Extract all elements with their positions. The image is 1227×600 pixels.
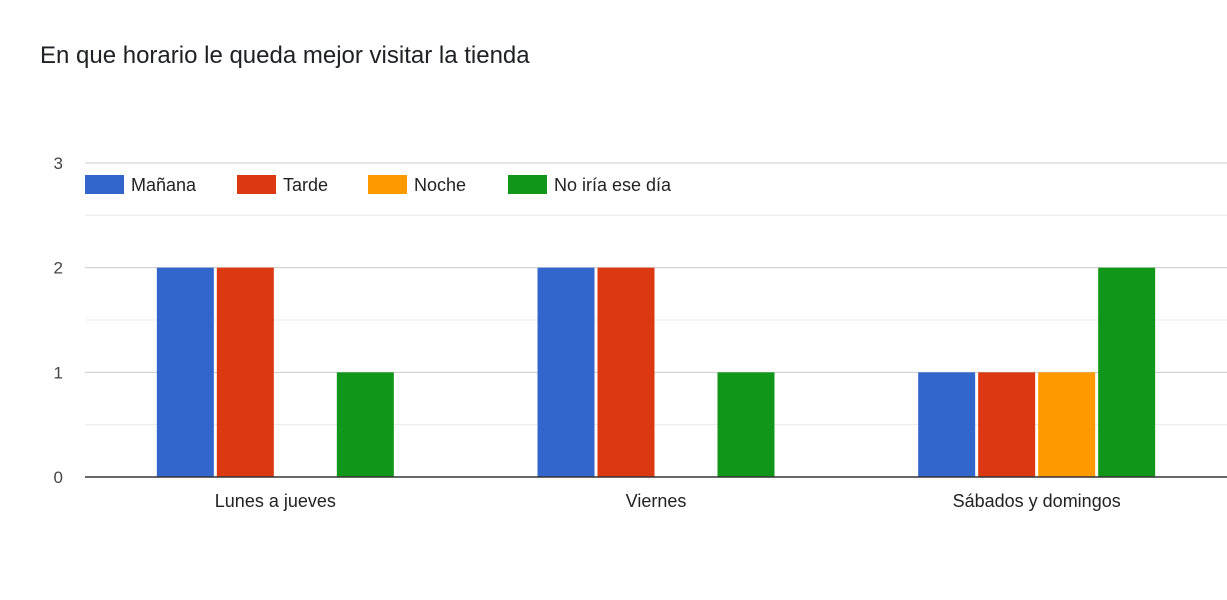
bar[interactable] [717, 372, 775, 477]
legend-label: Mañana [131, 175, 197, 195]
y-tick-label: 0 [54, 468, 63, 487]
legend-item[interactable]: No iría ese día [508, 175, 672, 195]
bar[interactable] [216, 267, 274, 477]
chart-title: En que horario le queda mejor visitar la… [40, 42, 530, 69]
legend-swatch [85, 175, 124, 194]
legend-swatch [508, 175, 547, 194]
legend-item[interactable]: Tarde [237, 175, 328, 195]
x-category-label: Viernes [626, 491, 687, 511]
bar[interactable] [918, 372, 976, 477]
legend-label: Noche [414, 175, 466, 195]
y-axis-ticks: 0 1 2 3 [54, 154, 63, 487]
bar[interactable] [1038, 372, 1096, 477]
y-tick-label: 3 [54, 154, 63, 173]
legend-label: Tarde [283, 175, 328, 195]
bar[interactable] [537, 267, 595, 477]
legend-swatch [368, 175, 407, 194]
bar[interactable] [597, 267, 655, 477]
legend-label: No iría ese día [554, 175, 672, 195]
x-category-label: Sábados y domingos [953, 491, 1121, 511]
legend[interactable]: Mañana Tarde Noche No iría ese día [85, 175, 672, 195]
x-axis-labels: Lunes a jueves Viernes Sábados y domingos [215, 491, 1121, 511]
legend-item[interactable]: Noche [368, 175, 466, 195]
bar[interactable] [978, 372, 1036, 477]
bar[interactable] [156, 267, 214, 477]
bar[interactable] [1098, 267, 1156, 477]
bar[interactable] [336, 372, 394, 477]
legend-swatch [237, 175, 276, 194]
y-tick-label: 2 [54, 259, 63, 278]
legend-item[interactable]: Mañana [85, 175, 197, 195]
gridlines [85, 162, 1227, 426]
y-tick-label: 1 [54, 363, 63, 382]
bars [156, 267, 1156, 477]
x-category-label: Lunes a jueves [215, 491, 336, 511]
